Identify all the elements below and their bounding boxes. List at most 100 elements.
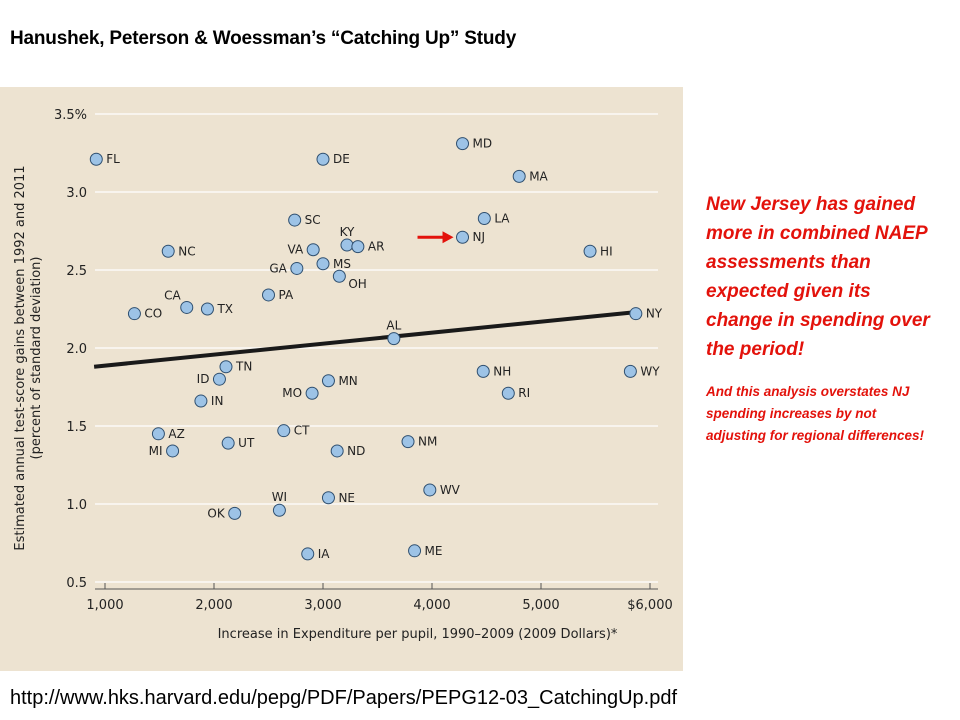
- y-tick-label: 3.0: [66, 186, 87, 201]
- data-point-mo: [305, 386, 319, 400]
- scatter-chart: 0.5 1.0 1.5 2.0 2.5 3.0 3.5% 1,000 2,000 3,000 4,0…: [13, 108, 673, 642]
- state-label-fl: FL: [106, 152, 120, 166]
- data-point-ne: [321, 491, 335, 505]
- data-point-mn: [321, 374, 335, 388]
- x-tick-label: 3,000: [304, 598, 341, 613]
- state-label-de: DE: [333, 152, 350, 166]
- data-point-nc: [161, 244, 175, 258]
- data-point-tx: [200, 302, 214, 316]
- state-label-ct: CT: [294, 424, 310, 438]
- data-point-fl: [89, 152, 103, 166]
- data-point-wy: [623, 364, 637, 378]
- data-point-nh: [476, 364, 490, 378]
- state-label-al: AL: [386, 319, 401, 333]
- state-label-pa: PA: [279, 288, 294, 302]
- annotation-main-text: New Jersey has gained more in combined N…: [706, 194, 930, 360]
- y-tick-label: 3.5%: [54, 108, 87, 123]
- y-tick-label: 0.5: [66, 576, 87, 591]
- data-point-ri: [501, 386, 515, 400]
- state-label-ut: UT: [238, 436, 255, 450]
- y-tick-label: 2.5: [66, 264, 87, 279]
- data-point-ia: [301, 547, 315, 561]
- data-point-me: [408, 544, 422, 558]
- state-label-me: ME: [425, 544, 443, 558]
- data-point-oh: [332, 269, 346, 283]
- data-point-in: [194, 394, 208, 408]
- data-point-ms: [316, 257, 330, 271]
- state-label-nh: NH: [493, 364, 511, 378]
- state-label-md: MD: [473, 137, 493, 151]
- state-label-id: ID: [197, 372, 210, 386]
- data-point-nj: [456, 230, 470, 244]
- data-point-ct: [277, 424, 291, 438]
- data-point-md: [456, 137, 470, 151]
- state-label-ca: CA: [164, 288, 181, 302]
- state-label-ky: KY: [340, 225, 355, 239]
- data-point-ok: [228, 506, 242, 520]
- data-point-de: [316, 152, 330, 166]
- state-label-nd: ND: [347, 444, 365, 458]
- state-label-co: CO: [144, 307, 162, 321]
- data-point-ut: [221, 436, 235, 450]
- state-label-ga: GA: [269, 261, 287, 275]
- state-label-wv: WV: [440, 483, 461, 497]
- annotation-sub-text: And this analysis overstates NJ spending…: [706, 384, 925, 443]
- y-axis-subtitle: (percent of standard deviation): [29, 257, 44, 460]
- state-label-hi: HI: [600, 244, 613, 258]
- y-tick-label: 1.0: [66, 498, 87, 513]
- data-point-sc: [288, 213, 302, 227]
- state-label-oh: OH: [348, 277, 366, 291]
- y-tick-label: 2.0: [66, 342, 87, 357]
- state-label-ma: MA: [529, 169, 548, 183]
- state-label-sc: SC: [305, 213, 321, 227]
- page-title: Hanushek, Peterson & Woessman’s “Catchin…: [10, 28, 517, 49]
- data-point-va: [306, 243, 320, 257]
- data-point-wi: [272, 503, 286, 517]
- state-label-ia: IA: [318, 547, 331, 561]
- data-point-la: [477, 212, 491, 226]
- state-label-tn: TN: [235, 360, 252, 374]
- data-point-co: [127, 307, 141, 321]
- data-point-ma: [512, 169, 526, 183]
- data-point-nd: [330, 444, 344, 458]
- data-point-id: [212, 372, 226, 386]
- data-point-mi: [166, 444, 180, 458]
- y-axis-title: Estimated annual test-score gains betwee…: [13, 165, 28, 550]
- state-label-nj: NJ: [473, 230, 486, 244]
- data-point-wv: [423, 483, 437, 497]
- x-tick-label: 4,000: [413, 598, 450, 613]
- state-label-ms: MS: [333, 257, 351, 271]
- trend-line: [93, 310, 637, 369]
- state-label-wy: WY: [640, 364, 660, 378]
- state-label-ny: NY: [646, 307, 663, 321]
- data-point-az: [151, 427, 165, 441]
- state-label-ok: OK: [207, 506, 225, 520]
- data-point-ga: [290, 261, 304, 275]
- data-point-ny: [629, 307, 643, 321]
- state-label-az: AZ: [168, 427, 184, 441]
- data-point-ky: [340, 238, 354, 252]
- data-point-ar: [351, 240, 365, 254]
- state-label-ri: RI: [518, 386, 530, 400]
- state-label-ar: AR: [368, 240, 385, 254]
- data-point-al: [387, 332, 401, 346]
- data-point-nm: [401, 435, 415, 449]
- x-tick-label: 5,000: [522, 598, 559, 613]
- state-label-tx: TX: [216, 302, 233, 316]
- state-label-mo: MO: [282, 386, 302, 400]
- x-axis-title: Increase in Expenditure per pupil, 1990–…: [218, 627, 618, 642]
- x-tick-label: $6,000: [627, 598, 673, 613]
- x-tick-label: 1,000: [86, 598, 123, 613]
- state-label-va: VA: [288, 243, 304, 257]
- data-point-tn: [219, 360, 233, 374]
- source-url: http://www.hks.harvard.edu/pepg/PDF/Pape…: [10, 687, 678, 709]
- x-tick-label: 2,000: [195, 598, 232, 613]
- state-label-mn: MN: [338, 374, 357, 388]
- state-label-nc: NC: [178, 244, 195, 258]
- data-point-pa: [262, 288, 275, 302]
- state-label-wi: WI: [272, 490, 287, 504]
- data-point-hi: [583, 244, 597, 258]
- state-label-la: LA: [494, 212, 510, 226]
- highlight-arrow-head: [442, 231, 454, 244]
- y-tick-label: 1.5: [66, 420, 87, 435]
